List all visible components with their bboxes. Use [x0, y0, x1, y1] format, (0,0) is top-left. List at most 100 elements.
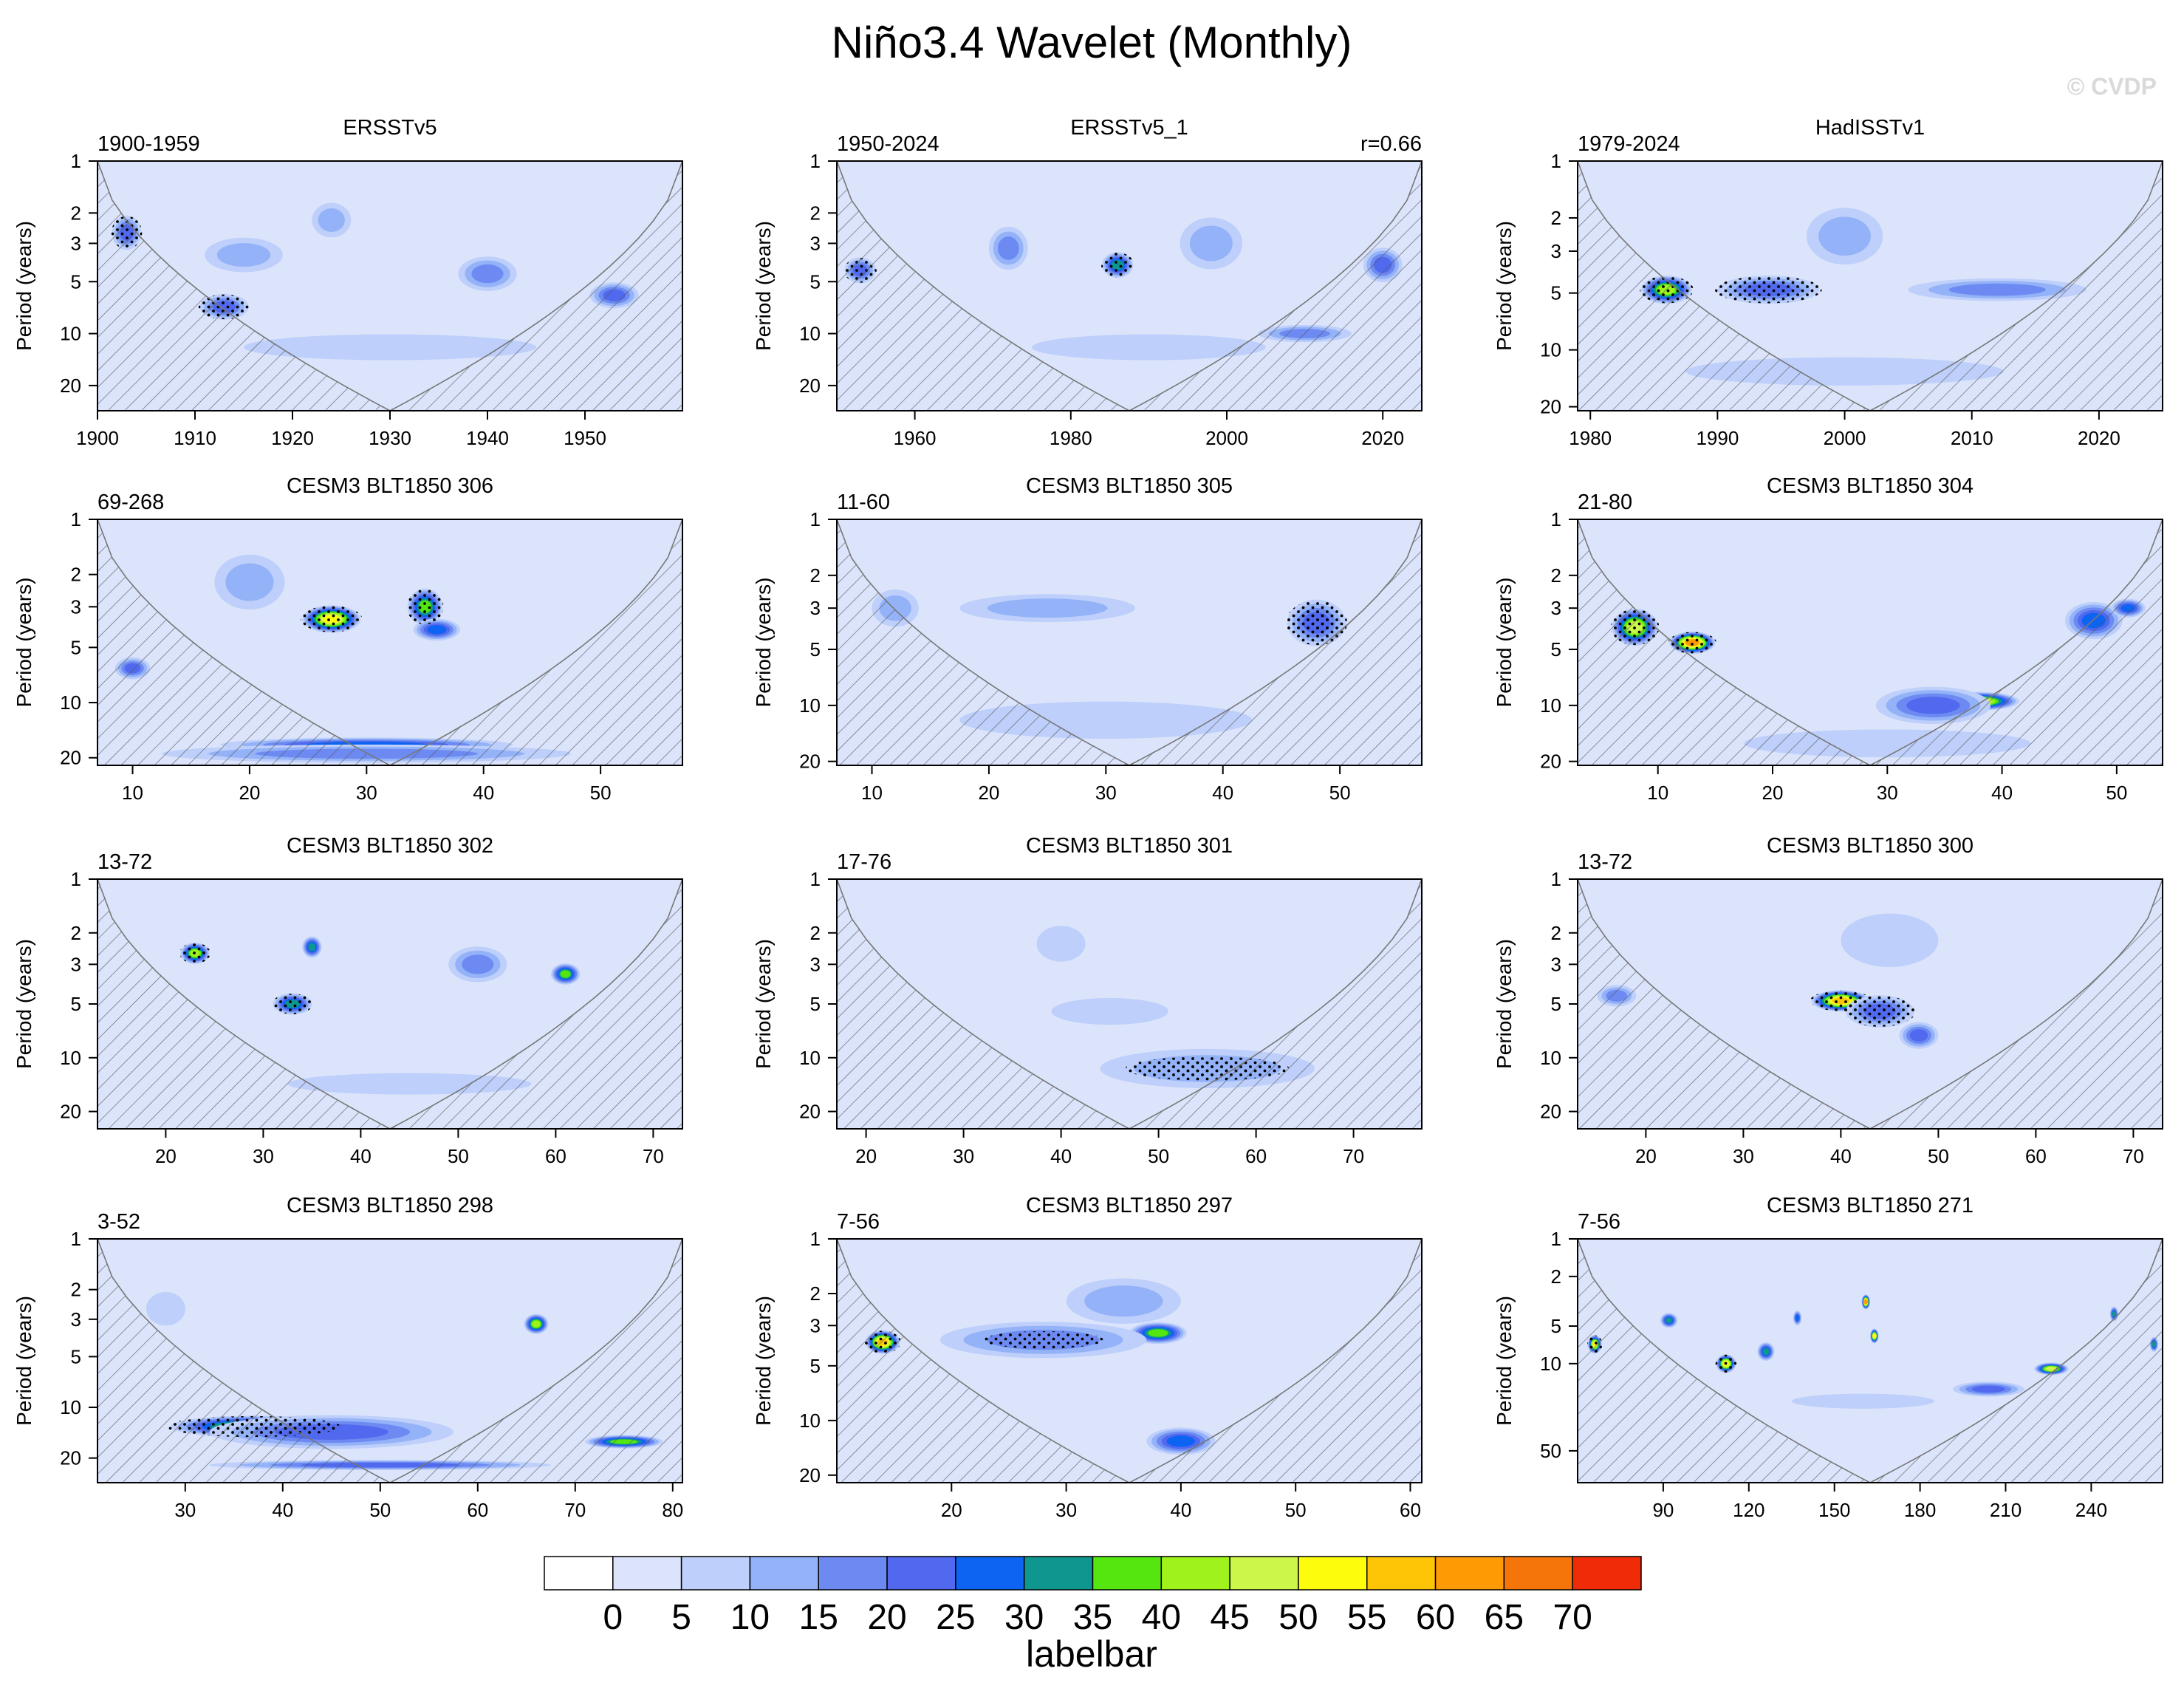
power-contour	[471, 264, 504, 284]
power-contour	[1906, 697, 1960, 714]
colorbar-swatch	[818, 1556, 888, 1591]
power-contour	[1166, 1435, 1196, 1447]
y-tick-label: 10	[799, 1047, 821, 1069]
power-contour	[1762, 1347, 1770, 1356]
x-tick-label: 20	[1635, 1145, 1657, 1167]
power-contour	[2045, 1366, 2057, 1371]
cone-of-influence-curve	[837, 879, 1422, 1129]
x-tick-label: 240	[2075, 1499, 2107, 1521]
x-tick-label: 40	[1991, 782, 2013, 804]
cone-of-influence-curve	[837, 161, 1422, 411]
x-tick-label: 60	[1400, 1499, 1421, 1521]
power-contour	[462, 954, 494, 974]
x-tick-label: 40	[1170, 1499, 1191, 1521]
cone-of-influence-curve	[97, 519, 682, 765]
cone-of-influence-hatch	[837, 879, 1422, 1129]
plot-area	[837, 519, 1422, 765]
power-contour	[1084, 1285, 1163, 1317]
power-contour	[1036, 926, 1086, 962]
x-tick-label: 40	[1212, 782, 1233, 804]
plot-frame	[836, 160, 1423, 411]
y-tick-label: 1	[810, 508, 821, 530]
significance-stipple	[1285, 601, 1348, 646]
y-tick-label: 5	[1551, 993, 1561, 1015]
power-contour	[244, 334, 536, 361]
panel-period-label: 13-72	[1578, 850, 1632, 874]
colorbar-tick-label: 30	[1004, 1598, 1044, 1637]
x-tick-label: 120	[1733, 1499, 1764, 1521]
x-tick-label: 1950	[564, 427, 606, 449]
wavelet-panel: 1 2 3 5 10 20 30 40 50 60 70 80 Period (years) CESM3 …	[13, 1194, 683, 1521]
significance-stipple	[983, 1331, 1104, 1349]
x-tick-label: 1940	[466, 427, 509, 449]
significance-stipple	[1714, 276, 1822, 304]
cone-of-influence-hatch	[1578, 1239, 2163, 1483]
cone-of-influence-hatch	[1578, 519, 2163, 765]
x-tick-label: 40	[272, 1499, 293, 1521]
wavelet-panel: 1 2 3 5 10 20 20 30 40 50 60 70 Period (years) CESM3 …	[752, 834, 1423, 1167]
x-tick-label: 210	[1990, 1499, 2022, 1521]
y-tick-label: 1	[810, 868, 821, 890]
y-tick-label: 2	[810, 922, 821, 944]
panel-period-label: 7-56	[1578, 1210, 1620, 1234]
panel-title: CESM3 BLT1850 298	[287, 1194, 493, 1217]
x-tick-label: 10	[1647, 782, 1668, 804]
y-tick-label: 2	[71, 202, 81, 224]
plot-area	[97, 161, 682, 411]
power-contour	[308, 943, 316, 952]
cone-of-influence-hatch	[837, 161, 1422, 411]
y-tick-label: 2	[71, 1279, 81, 1301]
y-tick-label: 2	[810, 202, 821, 224]
y-tick-label: 3	[810, 1314, 821, 1336]
x-tick-label: 50	[1148, 1145, 1169, 1167]
panel-period-label: 17-76	[837, 850, 891, 874]
x-tick-label: 30	[253, 1145, 274, 1167]
x-tick-label: 30	[1095, 782, 1117, 804]
y-tick-label: 2	[1551, 922, 1561, 944]
y-tick-label: 5	[1551, 282, 1561, 304]
y-axis-label: Period (years)	[13, 578, 35, 708]
colorbar-swatch	[1229, 1556, 1299, 1591]
copyright-label: © CVDP	[2067, 73, 2157, 100]
cone-of-influence-hatch	[837, 1239, 1422, 1483]
cone-of-influence-hatch	[1578, 161, 2163, 411]
power-contour	[1872, 1333, 1877, 1339]
y-tick-label: 20	[60, 747, 81, 769]
x-tick-label: 30	[356, 782, 377, 804]
panel-title: CESM3 BLT1850 306	[287, 474, 493, 498]
y-tick-label: 20	[799, 1101, 821, 1123]
y-tick-label: 50	[1540, 1440, 1561, 1462]
cone-of-influence-hatch	[97, 161, 682, 411]
y-tick-label: 2	[810, 1282, 821, 1305]
y-axis-label: Period (years)	[752, 578, 775, 708]
power-contour	[2112, 1311, 2117, 1317]
plot-frame	[836, 1238, 1423, 1483]
x-tick-label: 20	[941, 1499, 962, 1521]
power-contour	[1032, 334, 1266, 361]
y-tick-label: 1	[1551, 508, 1561, 530]
x-tick-label: 30	[1877, 782, 1898, 804]
colorbar-swatch	[1298, 1556, 1368, 1591]
colorbar-tick-label: 40	[1142, 1598, 1181, 1637]
y-tick-label: 2	[810, 564, 821, 587]
y-tick-label: 2	[1551, 1265, 1561, 1288]
y-axis-label: Period (years)	[1493, 939, 1516, 1069]
x-tick-label: 50	[448, 1145, 469, 1167]
plot-frame	[1577, 160, 2163, 411]
colorbar: 0 5 10 15 20 25 30 35 40 45 50 55 60 65 70	[544, 1556, 1642, 1637]
y-axis-label: Period (years)	[13, 1296, 35, 1426]
power-contour	[427, 625, 447, 635]
panel-period-label: 1979-2024	[1578, 132, 1680, 156]
colorbar-swatch	[1023, 1556, 1094, 1591]
y-axis-label: Period (years)	[1493, 221, 1516, 351]
y-tick-label: 20	[60, 1447, 81, 1469]
significance-stipple	[406, 589, 444, 625]
power-contour	[1189, 225, 1233, 262]
panel-title: CESM3 BLT1850 302	[287, 834, 493, 858]
panel-title: CESM3 BLT1850 271	[1767, 1194, 1974, 1217]
wavelet-panel: 1 2 3 5 10 20 20 30 40 50 60 Period (years) CESM3 BL…	[752, 1194, 1423, 1521]
y-axis-label: Period (years)	[752, 939, 775, 1069]
y-tick-label: 3	[1551, 240, 1561, 262]
